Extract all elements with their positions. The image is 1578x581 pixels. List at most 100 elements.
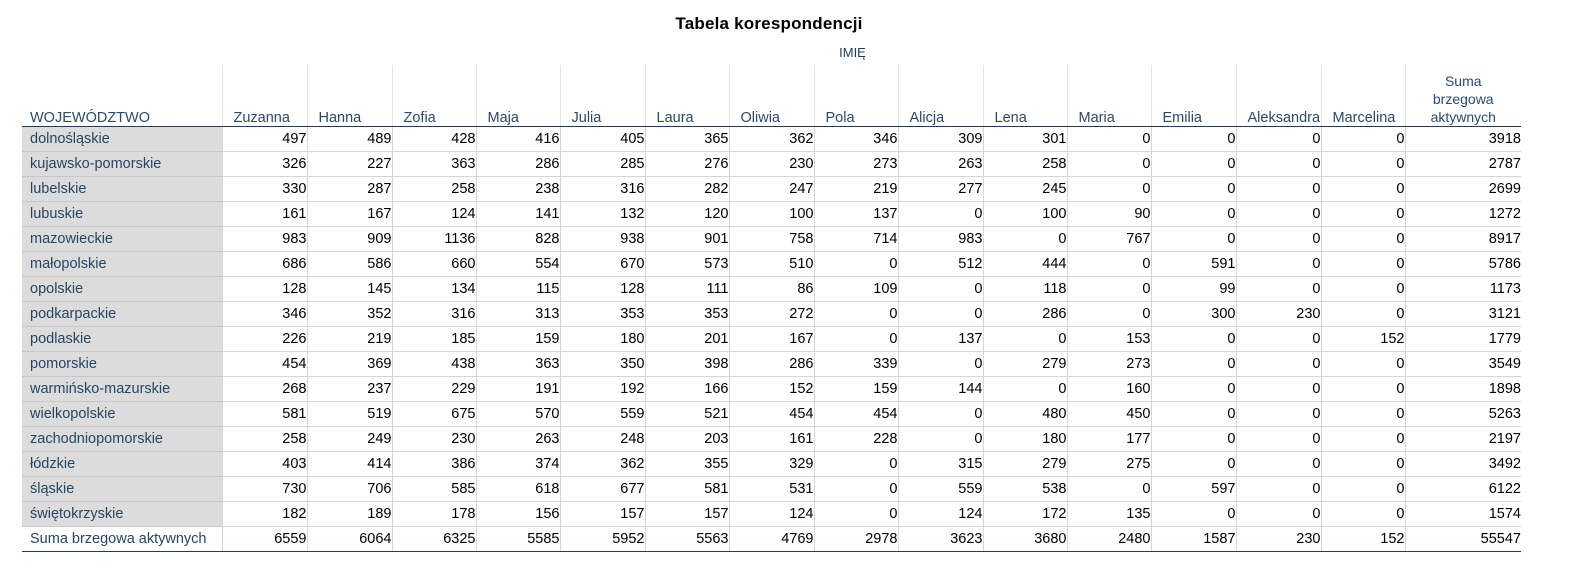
table-cell: 362	[559, 451, 645, 477]
table-cell: 0	[897, 401, 983, 427]
table-cell: 238	[475, 176, 560, 202]
correspondence-table: IMIĘ WOJEWÓDZTWO Zuzanna Hanna Zofia Maja Ju…	[22, 40, 1521, 552]
table-cell: 0	[1235, 126, 1321, 152]
column-header-row: WOJEWÓDZTWO Zuzanna Hanna Zofia Maja Julia La…	[22, 65, 1521, 127]
row-total-cell: 3492	[1404, 451, 1521, 477]
row-total-cell: 3918	[1404, 126, 1521, 152]
column-header: Maria	[1066, 65, 1151, 127]
table-cell: 6559	[221, 526, 307, 552]
row-total-cell: 1779	[1404, 326, 1521, 352]
table-cell: 153	[1066, 326, 1151, 352]
table-cell: 167	[728, 326, 814, 352]
table-cell: 0	[897, 201, 983, 227]
table-cell: 159	[813, 376, 898, 402]
table-cell: 0	[1320, 351, 1405, 377]
table-cell: 346	[813, 126, 898, 152]
table-cell: 277	[897, 176, 983, 202]
table-cell: 365	[644, 126, 729, 152]
table-cell: 0	[813, 326, 898, 352]
table-cell: 3623	[897, 526, 983, 552]
table-cell: 909	[306, 226, 392, 252]
table-cell: 758	[728, 226, 814, 252]
table-cell: 279	[982, 351, 1067, 377]
table-cell: 618	[475, 476, 560, 502]
table-cell: 670	[559, 251, 645, 277]
table-cell: 480	[982, 401, 1067, 427]
table-cell: 6064	[306, 526, 392, 552]
table-cell: 100	[982, 201, 1067, 227]
row-total-cell: 8917	[1404, 226, 1521, 252]
table-cell: 309	[897, 126, 983, 152]
row-label: wielkopolskie	[22, 401, 222, 427]
table-cell: 263	[475, 426, 560, 452]
table-title: Tabela korespondencji	[675, 14, 863, 33]
table-cell: 497	[221, 126, 307, 152]
table-cell: 201	[644, 326, 729, 352]
table-cell: 585	[391, 476, 476, 502]
table-cell: 258	[391, 176, 476, 202]
table-cell: 159	[475, 326, 560, 352]
table-cell: 0	[982, 326, 1067, 352]
table-cell: 228	[813, 426, 898, 452]
table-cell: 0	[1320, 201, 1405, 227]
table-row: świętokrzyskie 182 189 178 156 157 157 124 0 124 1…	[22, 501, 1521, 527]
column-header: Lena	[982, 65, 1067, 127]
table-cell: 0	[1150, 501, 1236, 527]
table-cell: 229	[391, 376, 476, 402]
table-cell: 0	[1150, 126, 1236, 152]
table-row: podlaskie 226 219 185 159 180 201 167 0 137 0 153 0 0…	[22, 326, 1521, 352]
table-cell: 454	[728, 401, 814, 427]
table-cell: 512	[897, 251, 983, 277]
table-cell: 554	[475, 251, 560, 277]
row-total-cell: 1898	[1404, 376, 1521, 402]
table-cell: 118	[982, 276, 1067, 302]
table-cell: 398	[644, 351, 729, 377]
table-cell: 275	[1066, 451, 1151, 477]
row-total-cell: 55547	[1404, 526, 1521, 552]
table-body: dolnośląskie 497 489 428 416 405 365 362 346 309 3…	[22, 126, 1521, 552]
table-cell: 0	[1235, 476, 1321, 502]
total-header-line: Suma	[1444, 73, 1482, 89]
table-cell: 0	[1320, 226, 1405, 252]
table-cell: 249	[306, 426, 392, 452]
table-cell: 330	[221, 176, 307, 202]
table-cell: 124	[728, 501, 814, 527]
table-cell: 0	[1320, 126, 1405, 152]
column-header: Maja	[475, 65, 560, 127]
table-row: małopolskie 686 586 660 554 670 573 510 0 512 444 0…	[22, 251, 1521, 277]
row-total-cell: 2197	[1404, 426, 1521, 452]
table-cell: 0	[982, 376, 1067, 402]
table-cell: 660	[391, 251, 476, 277]
table-cell: 120	[644, 201, 729, 227]
table-cell: 115	[475, 276, 560, 302]
total-row: Suma brzegowa aktywnych 6559 6064 6325 5585 5…	[22, 526, 1521, 552]
table-cell: 983	[221, 226, 307, 252]
table-cell: 144	[897, 376, 983, 402]
table-cell: 156	[475, 501, 560, 527]
group-header-label: IMIĘ	[839, 45, 866, 60]
table-cell: 124	[391, 201, 476, 227]
row-label: opolskie	[22, 276, 222, 302]
table-cell: 1136	[391, 226, 476, 252]
table-cell: 0	[1320, 276, 1405, 302]
table-cell: 109	[813, 276, 898, 302]
table-cell: 286	[728, 351, 814, 377]
table-cell: 0	[1235, 251, 1321, 277]
table-cell: 166	[644, 376, 729, 402]
table-row: lubuskie 161 167 124 141 132 120 100 137 0 100 90 0 0…	[22, 201, 1521, 227]
column-header: Oliwia	[728, 65, 814, 127]
table-cell: 0	[1150, 226, 1236, 252]
table-cell: 0	[1320, 501, 1405, 527]
table-cell: 714	[813, 226, 898, 252]
table-cell: 0	[1320, 451, 1405, 477]
table-cell: 230	[1235, 301, 1321, 327]
table-cell: 0	[813, 451, 898, 477]
group-header-spacer	[22, 40, 222, 65]
table-cell: 0	[1150, 151, 1236, 177]
table-cell: 286	[475, 151, 560, 177]
table-cell: 3680	[982, 526, 1067, 552]
table-row: mazowieckie 983 909 1136 828 938 901 758 714 983 0…	[22, 226, 1521, 252]
table-cell: 0	[1235, 426, 1321, 452]
table-cell: 300	[1150, 301, 1236, 327]
table-cell: 145	[306, 276, 392, 302]
